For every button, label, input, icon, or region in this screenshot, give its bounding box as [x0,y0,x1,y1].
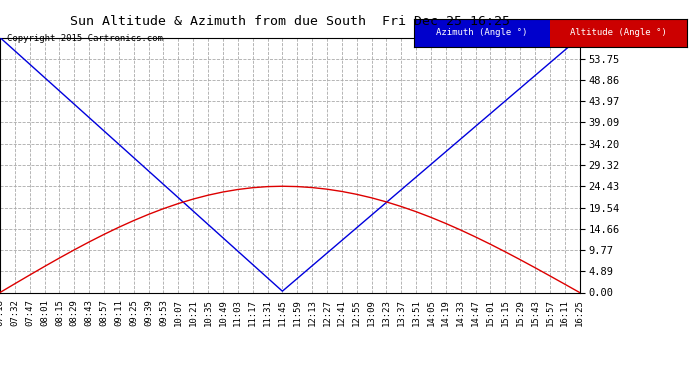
Text: Azimuth (Angle °): Azimuth (Angle °) [437,28,528,38]
Text: Copyright 2015 Cartronics.com: Copyright 2015 Cartronics.com [7,34,163,43]
FancyBboxPatch shape [414,19,551,47]
Text: Altitude (Angle °): Altitude (Angle °) [570,28,667,38]
FancyBboxPatch shape [551,19,687,47]
Text: Sun Altitude & Azimuth from due South  Fri Dec 25 16:25: Sun Altitude & Azimuth from due South Fr… [70,15,510,28]
